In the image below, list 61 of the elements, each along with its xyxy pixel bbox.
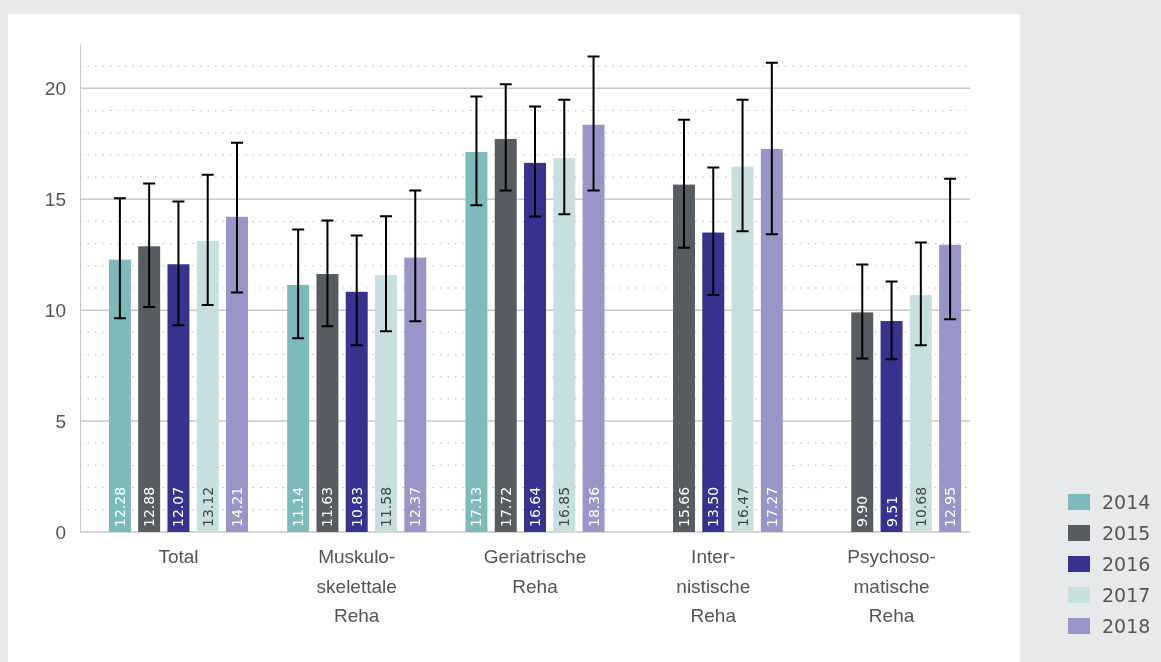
data-label: 16.64 — [527, 486, 543, 527]
data-label: 12.28 — [111, 486, 128, 527]
bar — [108, 259, 131, 532]
bar — [375, 275, 397, 532]
data-label: 16.85 — [556, 486, 573, 527]
data-label: 12.37 — [407, 486, 424, 527]
bar — [316, 274, 339, 532]
data-label: 13.12 — [199, 486, 216, 527]
data-label: 9.90 — [854, 495, 871, 527]
bar — [760, 148, 783, 532]
data-label: 17.27 — [763, 486, 780, 527]
data-label: 11.58 — [378, 486, 394, 527]
data-label: 15.66 — [676, 486, 692, 527]
x-tick-label: Geriatrische Reha — [483, 546, 587, 597]
x-tick-label: Total — [158, 546, 199, 568]
bar — [404, 257, 427, 532]
data-label: 12.95 — [942, 486, 959, 527]
bar — [673, 184, 695, 532]
bar — [167, 264, 190, 532]
legend-label: 2016 — [1102, 552, 1151, 575]
bar — [851, 312, 874, 532]
bar — [880, 321, 903, 532]
bar — [702, 232, 725, 532]
data-label: 17.13 — [468, 486, 485, 527]
data-label: 11.63 — [319, 486, 336, 527]
y-tick-label: 20 — [44, 77, 66, 99]
bar — [731, 166, 754, 532]
y-tick-label: 10 — [44, 299, 66, 321]
data-label: 13.50 — [705, 486, 722, 527]
data-label: 18.36 — [585, 486, 602, 527]
bar — [582, 124, 605, 532]
data-label: 14.21 — [228, 486, 245, 527]
bar — [909, 295, 932, 532]
data-label: 16.47 — [734, 486, 751, 527]
data-label: 12.88 — [141, 486, 158, 527]
bar — [465, 152, 488, 532]
bar — [524, 162, 546, 532]
bar — [939, 244, 962, 532]
x-tick-label: Inter- nistische Reha — [676, 546, 751, 627]
x-tick-label: Muskulo- skelettale Reha — [316, 546, 397, 627]
legend-label: 2014 — [1102, 490, 1151, 513]
legend-label: 2017 — [1102, 583, 1151, 606]
bar — [287, 284, 310, 532]
legend-label: 2015 — [1102, 521, 1151, 544]
bar — [553, 158, 576, 532]
bar — [345, 291, 368, 532]
legend-label: 2018 — [1102, 614, 1151, 637]
bar — [196, 240, 219, 532]
bar — [494, 138, 517, 532]
data-label: 9.51 — [883, 495, 900, 527]
data-label: 12.07 — [170, 486, 187, 527]
data-label: 10.68 — [912, 486, 929, 527]
bar — [226, 216, 248, 532]
bar — [138, 246, 161, 532]
y-tick-label: 15 — [44, 188, 66, 210]
data-label: 10.83 — [348, 486, 365, 527]
data-label: 11.14 — [290, 486, 307, 527]
data-label: 17.72 — [497, 486, 514, 527]
x-tick-label: Psychoso- matische Reha — [847, 546, 936, 627]
y-tick-label: 0 — [55, 521, 66, 543]
y-tick-label: 5 — [55, 410, 66, 432]
